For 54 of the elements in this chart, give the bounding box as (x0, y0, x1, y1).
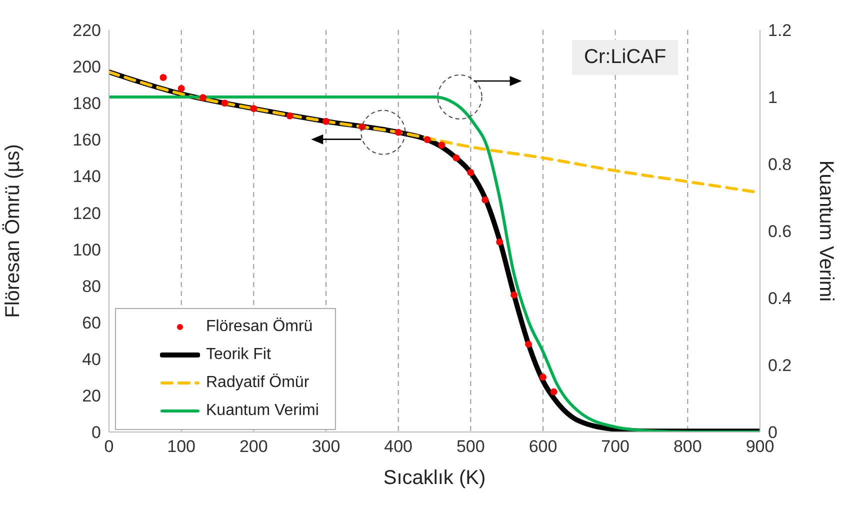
y-tick-label: 160 (72, 130, 101, 150)
y-tick-label: 60 (82, 313, 101, 332)
annotation: Cr:LiCAF (572, 40, 678, 75)
point (452, 154, 460, 162)
point (160, 74, 167, 82)
y-tick-label: 20 (82, 386, 101, 406)
y-tick-label: 220 (72, 21, 101, 40)
point (394, 128, 402, 136)
legend-label: Radyatif Ömür (206, 372, 310, 393)
y2-tick-label: 0.2 (768, 356, 792, 376)
point (467, 169, 474, 176)
y-tick-label: 180 (72, 94, 101, 114)
point (510, 291, 518, 298)
point (525, 340, 532, 348)
point (540, 374, 546, 381)
y-tick-label: 0 (92, 423, 101, 442)
y-tick-label: 100 (72, 240, 101, 260)
point (250, 105, 258, 112)
y2-axis-title: Kuantum Verimi (814, 160, 837, 302)
point (178, 84, 185, 92)
legend-label: Kuantum Verimi (206, 401, 319, 421)
x-tick-label: 900 (746, 437, 774, 456)
y2-tick-label: 1 (768, 88, 778, 108)
y2-tick-label: 0.6 (768, 222, 792, 242)
point (221, 100, 228, 107)
x-axis-title: Sıcaklık (K) (383, 467, 486, 490)
x-tick-label: 300 (312, 437, 340, 456)
y2-tick-label: 0.8 (768, 155, 792, 174)
x-tick-label: 400 (384, 437, 413, 456)
y2-tick-label: 0.4 (768, 289, 792, 308)
y-tick-label: 200 (72, 58, 101, 77)
point (438, 142, 446, 149)
point (496, 238, 504, 246)
y-tick-label: 40 (82, 350, 101, 369)
x-tick-label: 500 (456, 437, 485, 456)
x-tick-label: 200 (239, 437, 268, 456)
legend-label: Teorik Fit (206, 345, 271, 365)
point (200, 94, 207, 102)
y-tick-label: 120 (72, 204, 101, 223)
x-tick-label: 700 (601, 437, 630, 456)
legend-label: Flöresan Ömrü (206, 316, 313, 337)
point (322, 118, 330, 125)
x-tick-label: 100 (167, 437, 196, 456)
y2-tick-label: 1.2 (768, 21, 792, 40)
point (286, 112, 294, 120)
point (424, 136, 431, 144)
y-axis-title: Flöresan Ömrü (µs) (2, 144, 24, 318)
x-tick-label: 600 (528, 437, 558, 456)
x-tick-label: 800 (673, 437, 702, 456)
point (482, 196, 489, 204)
x-tick-label: 0 (104, 437, 114, 456)
y-tick-label: 80 (82, 276, 101, 296)
y-tick-label: 140 (72, 167, 101, 186)
point (550, 388, 558, 396)
